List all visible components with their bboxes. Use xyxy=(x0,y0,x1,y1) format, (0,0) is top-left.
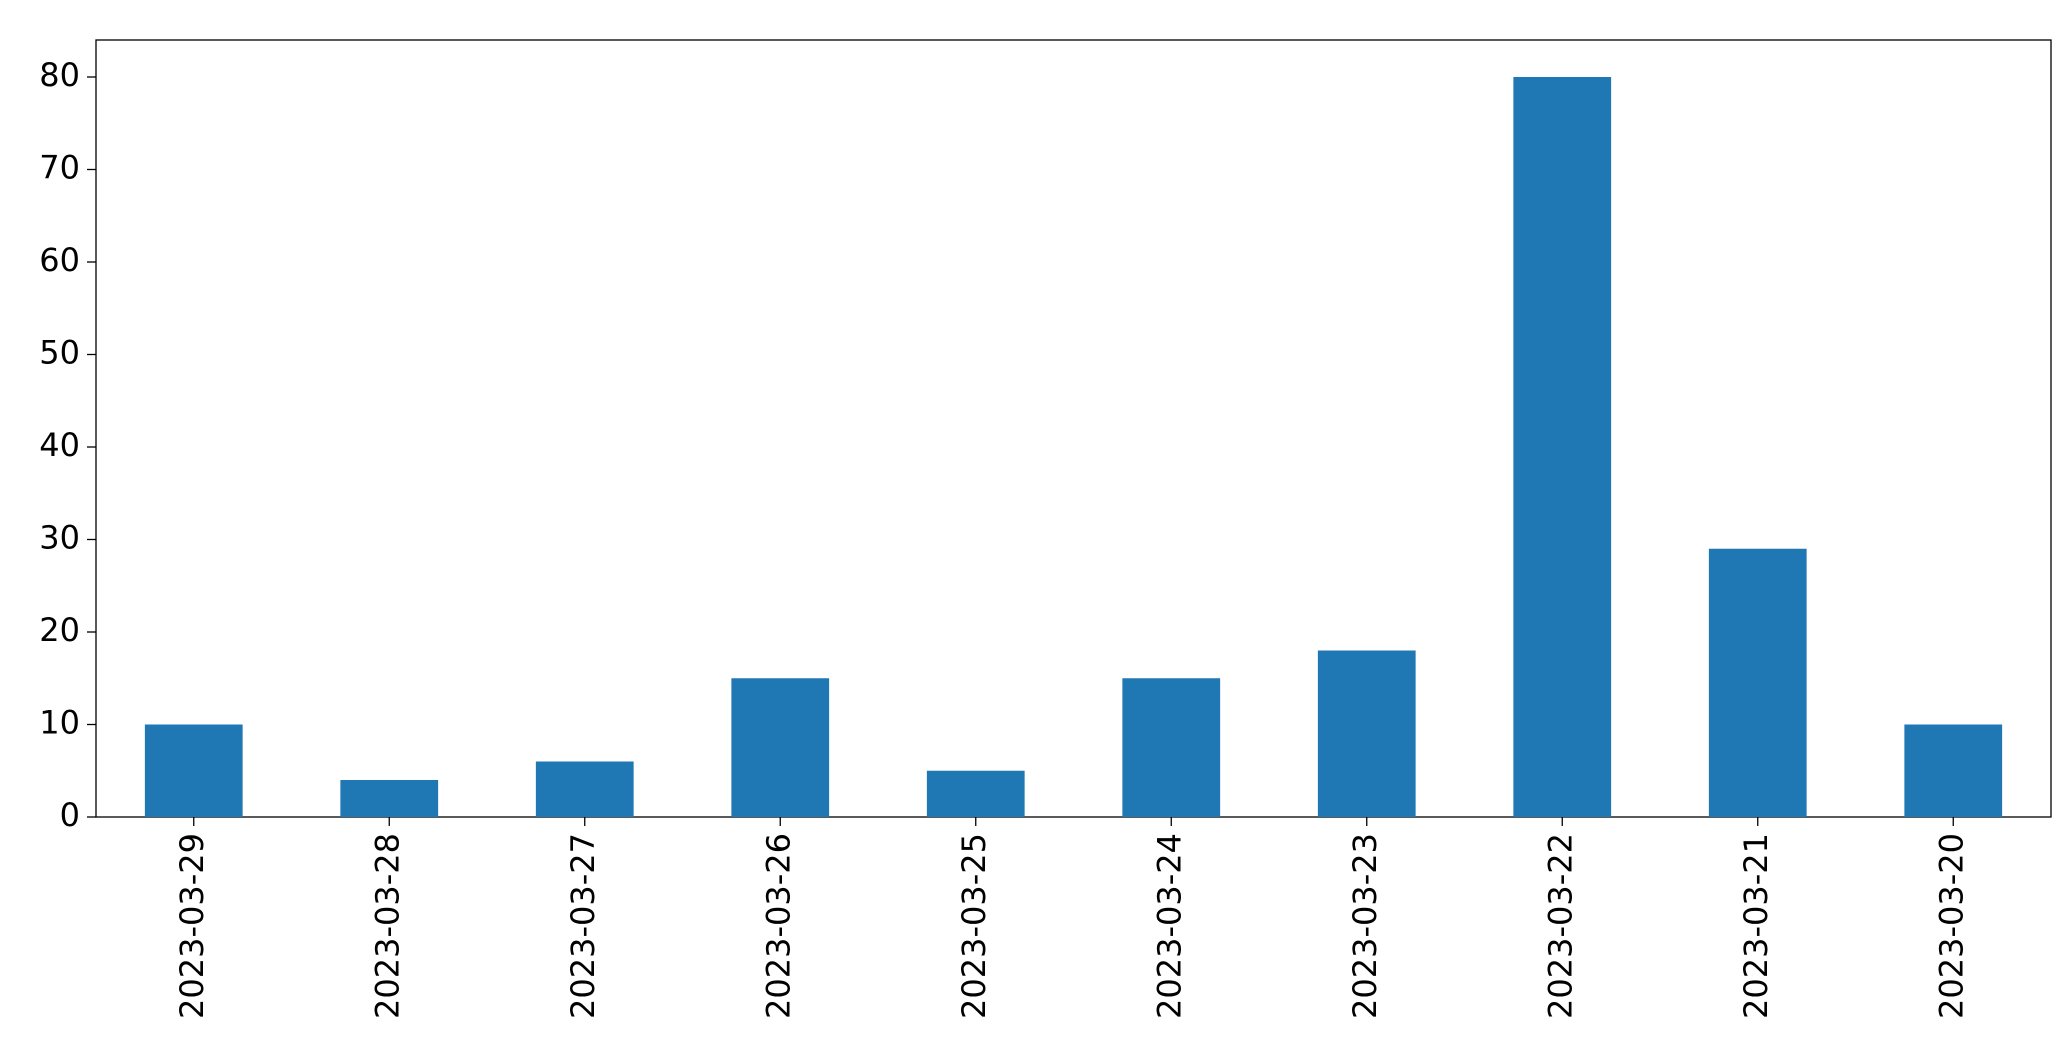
bar xyxy=(535,761,634,817)
bar xyxy=(1317,650,1416,817)
bar xyxy=(340,780,439,817)
bar xyxy=(144,724,243,817)
bar xyxy=(1904,724,2003,817)
y-tick-label: 50 xyxy=(39,334,80,372)
bar xyxy=(731,678,830,817)
x-tick-label: 2023-03-23 xyxy=(1346,833,1384,1019)
x-tick-label: 2023-03-26 xyxy=(759,833,797,1019)
y-tick-label: 10 xyxy=(39,704,80,742)
axes-frame xyxy=(95,39,2052,818)
x-tick-label: 2023-03-25 xyxy=(955,833,993,1019)
x-tick-label: 2023-03-21 xyxy=(1737,833,1775,1019)
bar xyxy=(1122,678,1221,817)
bar xyxy=(1513,77,1612,817)
y-tick-label: 0 xyxy=(60,796,80,834)
x-tick-label: 2023-03-22 xyxy=(1541,833,1579,1019)
y-tick-label: 20 xyxy=(39,611,80,649)
x-tick-label: 2023-03-24 xyxy=(1150,833,1188,1019)
bar xyxy=(926,770,1025,817)
y-tick-label: 80 xyxy=(39,56,80,94)
y-tick-label: 70 xyxy=(39,149,80,187)
x-tick-label: 2023-03-29 xyxy=(173,833,211,1019)
y-tick-label: 60 xyxy=(39,241,80,279)
x-tick-label: 2023-03-20 xyxy=(1932,833,1970,1019)
x-tick-label: 2023-03-27 xyxy=(564,833,602,1019)
x-tick-label: 2023-03-28 xyxy=(368,833,406,1019)
y-tick-label: 30 xyxy=(39,519,80,557)
y-tick-label: 40 xyxy=(39,426,80,464)
bar xyxy=(1708,548,1807,817)
